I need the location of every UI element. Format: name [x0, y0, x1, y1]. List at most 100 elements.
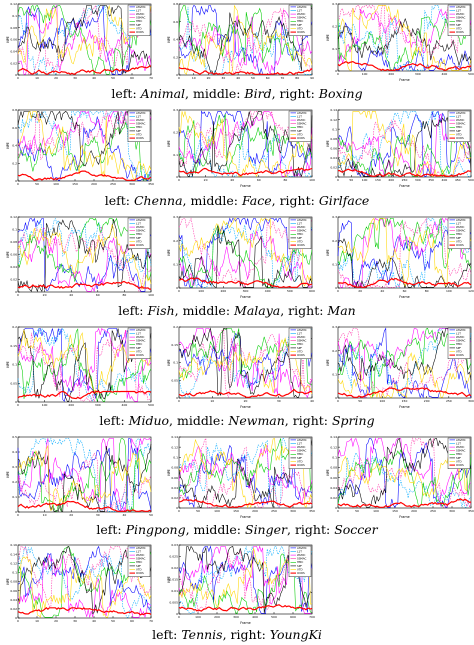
x-tick-label: 0 [337, 72, 339, 76]
x-tick-label: 30 [73, 619, 77, 623]
series-line-vtd [178, 5, 313, 75]
x-tick-label: 60 [96, 293, 100, 297]
legend-entry: L1T [136, 221, 141, 225]
y-tick-label: 0.2 [12, 161, 17, 165]
caption-text: , middle: [169, 413, 229, 428]
series-line-vtd [17, 329, 152, 395]
series-line-wlmc [17, 327, 152, 402]
series-line-l1t [17, 437, 152, 512]
x-tick-label: 300 [415, 178, 421, 182]
y-tick-label: 0.12 [171, 445, 178, 449]
x-axis-label: Frame [399, 405, 410, 409]
y-axis-label: NPE [6, 251, 10, 257]
legend-entry: SSMAC [297, 229, 307, 233]
legend-box [288, 217, 312, 249]
x-axis-label: Frame [399, 515, 410, 519]
legend-entry: L1T [297, 549, 302, 553]
x-tick-label: 500 [287, 289, 293, 293]
legend-entry: VTD [297, 567, 303, 571]
legend-entry: OURS [136, 136, 144, 140]
series-line-spf [178, 5, 313, 75]
x-tick-label: 60 [130, 76, 134, 80]
series-line-ours [17, 65, 152, 76]
legend-entry: SSMAC [136, 122, 146, 126]
x-tick-label: 70 [149, 76, 153, 80]
x-tick-label: 150 [233, 509, 239, 513]
y-tick-label: 0.2 [12, 480, 17, 484]
y-axis-label: NPE [326, 249, 330, 255]
x-tick-label: 0 [17, 513, 19, 517]
y-tick-label: 0.1 [173, 361, 178, 365]
caption-dataset-name: YoungKi [269, 627, 322, 642]
legend-entry: OURS [456, 353, 464, 357]
series-line-hmc [337, 217, 472, 270]
x-tick-label: 20 [54, 619, 58, 623]
y-axis-label: NPE [167, 576, 171, 582]
x-tick-label: 200 [214, 615, 220, 619]
legend-entry: L1T [456, 114, 461, 118]
y-tick-label: 0.08 [171, 466, 178, 470]
series-line-hmc [17, 4, 152, 75]
series-line-spf [178, 225, 313, 288]
x-tick-label: 20 [43, 293, 47, 297]
x-tick-label: 0 [178, 289, 180, 293]
series-line-ssmac [337, 328, 472, 398]
legend-entry: VTD [136, 239, 142, 243]
y-axis-label: NPE [167, 249, 171, 255]
legend-entry: VTD [297, 459, 303, 463]
series-line-ours [178, 167, 313, 177]
x-tick-label: 10 [35, 619, 39, 623]
y-tick-label: 0.16 [10, 543, 17, 547]
series-line-ours [17, 500, 152, 513]
legend-entry: WLMC [456, 225, 464, 229]
x-tick-label: 60 [130, 619, 134, 623]
legend-entry: SPF [297, 456, 302, 460]
x-tick-label: 40 [236, 76, 240, 80]
legend-entry: WLMC [456, 335, 464, 339]
y-axis-label: NPE [326, 469, 330, 475]
legend-box [127, 110, 151, 142]
x-tick-label: 300 [233, 615, 239, 619]
caption-dataset-name: Animal [140, 86, 186, 101]
x-tick-label: 20 [54, 76, 58, 80]
y-axis-label: NPE [167, 359, 171, 365]
x-tick-label: 400 [265, 289, 271, 293]
series-line-spf [178, 327, 313, 398]
x-tick-label: 40 [230, 178, 234, 182]
x-tick-label: 10 [43, 513, 47, 517]
legend-entry: VTD [456, 132, 462, 136]
y-tick-label: 0 [335, 396, 337, 400]
y-tick-label: 0 [335, 506, 337, 510]
legend-entry: HMC [136, 125, 142, 129]
legend-entry: ASVMC [456, 218, 466, 222]
legend-entry: VTD [136, 132, 142, 136]
y-tick-label: 0.1 [12, 571, 17, 575]
y-tick-label: 0.12 [10, 2, 17, 6]
series-line-spf [17, 219, 152, 293]
x-tick-label: 600 [290, 615, 296, 619]
x-tick-label: 100 [379, 399, 385, 403]
series-line-l1t [17, 5, 152, 75]
y-tick-label: 0 [176, 73, 178, 77]
y-tick-label: 0.1 [12, 14, 17, 18]
legend-entry: WLMC [136, 225, 144, 229]
y-tick-label: 0.04 [10, 265, 17, 269]
legend-entry: HMC [136, 560, 142, 564]
x-tick-label: 30 [73, 76, 77, 80]
chart-miduo: 00.050.10.150.20 100 200 300 400 500NPEASVMCL… [6, 325, 154, 407]
caption-dataset-name: Face [241, 193, 272, 208]
x-tick-label: 150 [375, 178, 381, 182]
legend-entry: OURS [297, 136, 305, 140]
y-axis-label: NPE [6, 142, 10, 148]
x-tick-label: 200 [68, 403, 74, 407]
y-tick-label: 0.1 [173, 153, 178, 157]
legend-entry: L1T [297, 331, 302, 335]
x-tick-label: 250 [110, 182, 116, 186]
x-tick-label: 0 [178, 615, 180, 619]
x-tick-label: 350 [428, 178, 434, 182]
y-tick-label: 0 [15, 510, 17, 514]
series-line-asvmc [17, 545, 152, 613]
caption-text: , middle: [185, 86, 245, 101]
y-tick-label: 0.2 [173, 325, 178, 329]
chart-face: 00.10.20.30 20 40 60 80 100NPEFrameASVMCL1TWL… [167, 108, 315, 188]
